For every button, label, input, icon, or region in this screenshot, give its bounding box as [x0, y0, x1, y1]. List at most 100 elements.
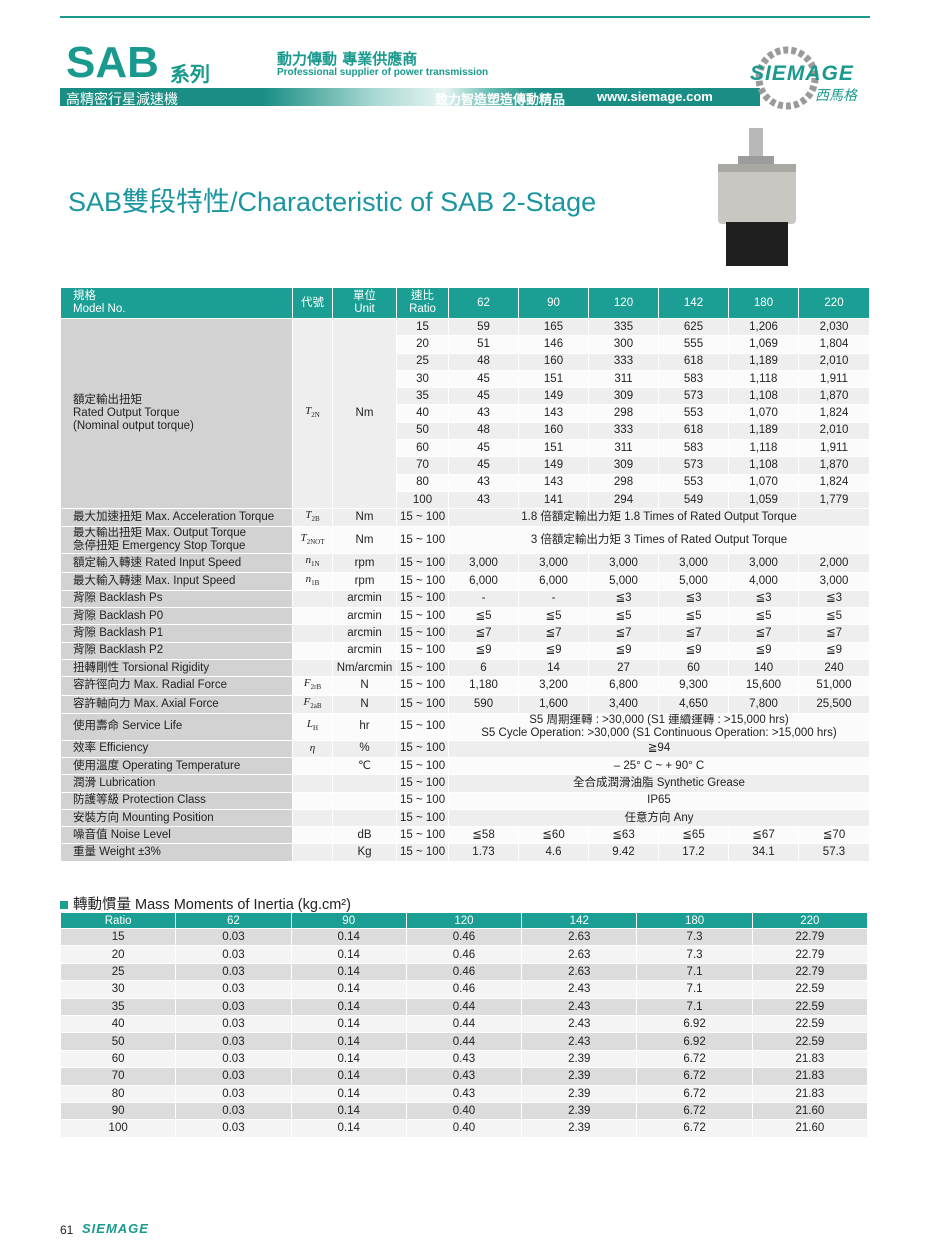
line: (Nominal output torque) — [73, 420, 194, 433]
value: 298 — [588, 473, 659, 492]
value: 1,189 — [728, 421, 799, 441]
value: 9.42 — [588, 843, 659, 862]
line: S5 Cycle Operation: >30,000 (S1 Continuo… — [481, 726, 837, 739]
value: ≦5 — [448, 607, 519, 626]
spec-row: 潤滑 Lubrication 15 ~ 100 全合成潤滑油脂 Synthetic … — [60, 774, 870, 793]
value: 1,180 — [448, 676, 519, 696]
value: 5,000 — [658, 571, 729, 591]
header-cell: 180 — [728, 287, 799, 319]
row-label: 背隙 Backlash Ps — [60, 589, 293, 609]
unit — [332, 791, 397, 810]
value: 43 — [448, 490, 519, 510]
value: 0.03 — [175, 927, 292, 947]
value: ≦63 — [588, 826, 659, 845]
value: ≦7 — [588, 624, 659, 643]
code-symbol: F — [303, 677, 311, 690]
unit: Nm/arcmin — [332, 659, 397, 678]
value: 298 — [588, 404, 659, 423]
row-label: 使用壽命 Service Life — [60, 712, 293, 741]
value: 0.44 — [405, 1032, 523, 1051]
spec-row: 使用壽命 Service Life LH hr 15 ~ 100 S5 周期運轉 : >… — [60, 712, 870, 741]
value: 43 — [448, 473, 519, 492]
value: 146 — [518, 335, 589, 354]
value: 0.14 — [290, 962, 407, 982]
ratio: 50 — [59, 1032, 177, 1051]
value: 0.14 — [290, 1049, 407, 1069]
value: 573 — [658, 456, 729, 475]
inertia-row: 100 0.03 0.14 0.40 2.39 6.72 21.60 — [59, 1119, 869, 1138]
line: 最大輸出扭矩 Max. Output Torque — [73, 527, 246, 540]
ratio: 50 — [396, 421, 449, 441]
value: ≦9 — [588, 641, 659, 661]
value: 149 — [518, 387, 589, 406]
line: 速比 — [411, 290, 434, 302]
value: 0.14 — [290, 945, 407, 964]
value: - — [448, 589, 519, 609]
ratio: 20 — [396, 335, 449, 354]
value: ≦7 — [448, 624, 519, 643]
value: 311 — [588, 439, 659, 458]
value: 7.1 — [636, 980, 753, 999]
header-cell: 142 — [658, 287, 729, 319]
value: 22.59 — [751, 1032, 869, 1051]
line: 180 — [753, 296, 774, 309]
value: 2,030 — [798, 317, 870, 337]
value: 1,779 — [798, 490, 870, 510]
code-subscript: 1B — [311, 578, 320, 587]
inertia-row: 25 0.03 0.14 0.46 2.63 7.1 22.79 — [59, 962, 869, 982]
spec-row: 重量 Weight ±3% Kg 15 ~ 100 1.73 4.6 9.42 17.2 34… — [60, 843, 870, 862]
value: 625 — [658, 317, 729, 337]
value: 15,600 — [728, 676, 799, 696]
row-label: 額定輸入轉速 Rated Input Speed — [60, 553, 293, 573]
spec-table: 規格 Model No. 代號 單位 Unit 速比 Ratio 62 90 120 142 180 2… — [60, 287, 870, 862]
ratio: 15 ~ 100 — [396, 826, 449, 845]
spec-row: 背隙 Backlash P0 arcmin 15 ~ 100 ≦5 ≦5 ≦5 ≦5 ≦5 ≦5 — [60, 607, 870, 626]
value: ≦9 — [448, 641, 519, 661]
value: 2.63 — [521, 945, 638, 964]
value: 1,070 — [728, 473, 799, 492]
value: 160 — [518, 352, 589, 371]
ratio: 40 — [396, 404, 449, 423]
code: n1N — [292, 553, 333, 573]
value: 22.79 — [751, 962, 869, 982]
value: 0.46 — [405, 927, 523, 947]
ratio: 15 ~ 100 — [396, 607, 449, 626]
value: 553 — [658, 404, 729, 423]
torque-row: 50 48 160 333 618 1,189 2,010 — [61, 421, 870, 441]
value: 21.83 — [751, 1067, 869, 1086]
ratio: 35 — [396, 387, 449, 406]
tagline-zh: 動力傳動 專業供應商 — [277, 50, 418, 68]
value: 21.83 — [751, 1049, 869, 1069]
code-symbol: n — [305, 554, 311, 567]
spec-row: 背隙 Backlash Ps arcmin 15 ~ 100- - ≦3 ≦3 ≦3 ≦3 — [60, 589, 870, 609]
value: 2.39 — [521, 1067, 638, 1086]
value: 7.1 — [636, 997, 753, 1016]
value: 0.03 — [175, 1014, 292, 1034]
value: ≦9 — [728, 641, 799, 661]
value: 1,070 — [728, 404, 799, 423]
header-cell: 220 — [798, 287, 870, 319]
value: 45 — [448, 439, 519, 458]
line: 額定輸出扭矩 — [73, 394, 142, 407]
ratio: 30 — [396, 369, 449, 389]
value: 335 — [588, 317, 659, 337]
value: ≦5 — [658, 607, 729, 626]
value: 6.92 — [636, 1032, 753, 1051]
header-cell: Ratio — [59, 912, 177, 929]
top-rule — [60, 16, 870, 18]
line: 規格 — [73, 290, 96, 302]
code — [292, 843, 333, 862]
code — [292, 756, 333, 776]
value: 1,069 — [728, 335, 799, 354]
header-cell: 代號 — [292, 287, 333, 319]
value: 0.14 — [290, 1119, 407, 1138]
torque-row: 30 45 151 311 583 1,118 1,911 — [61, 369, 870, 389]
ratio: 40 — [59, 1014, 177, 1034]
code — [292, 774, 333, 793]
value: ≦5 — [588, 607, 659, 626]
value: 1,911 — [798, 439, 870, 458]
value: 6.72 — [636, 1119, 753, 1138]
header-cell: 62 — [175, 912, 292, 929]
value: 21.60 — [751, 1101, 869, 1121]
header-bar — [60, 88, 760, 106]
